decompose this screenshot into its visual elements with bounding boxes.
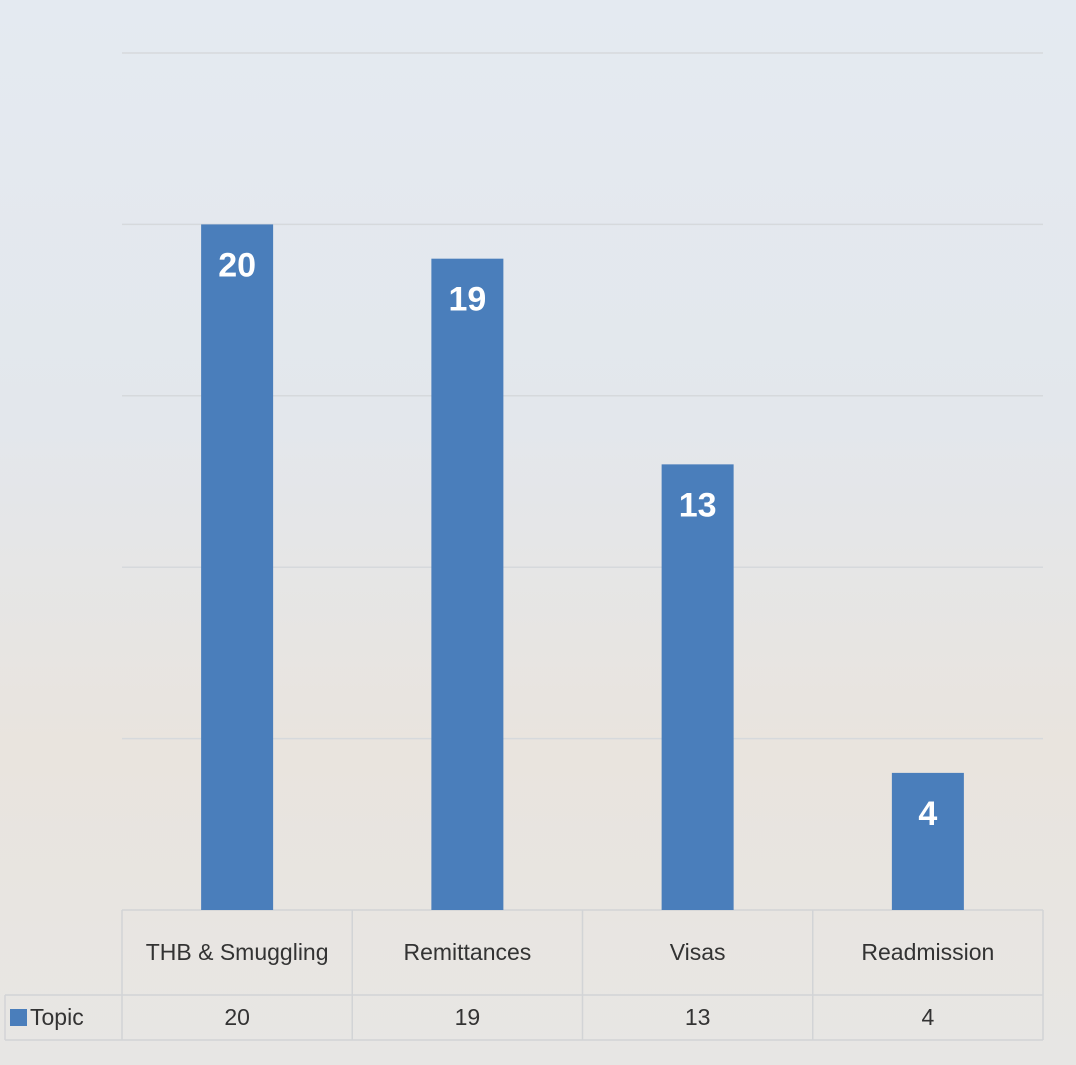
page: 2019134 Topic2019134THB & SmugglingRemit…	[0, 0, 1076, 1065]
legend-label: Topic	[30, 995, 122, 1040]
x-tick-label: Remittances	[372, 910, 562, 995]
legend-swatch	[10, 1009, 27, 1026]
bar	[662, 464, 734, 910]
bar	[431, 259, 503, 910]
x-tick-label: THB & Smuggling	[142, 910, 332, 995]
x-tick-label: Readmission	[833, 910, 1023, 995]
table-value: 4	[813, 995, 1043, 1040]
table-value: 20	[122, 995, 352, 1040]
data-label: 20	[218, 246, 256, 284]
table-value: 13	[583, 995, 813, 1040]
data-label: 13	[679, 486, 717, 524]
bar	[201, 224, 273, 910]
table-value: 19	[352, 995, 582, 1040]
x-tick-label: Visas	[603, 910, 793, 995]
chart: 2019134	[0, 0, 1076, 1065]
bar	[892, 773, 964, 910]
data-label: 4	[918, 795, 937, 833]
data-label: 19	[448, 281, 486, 319]
